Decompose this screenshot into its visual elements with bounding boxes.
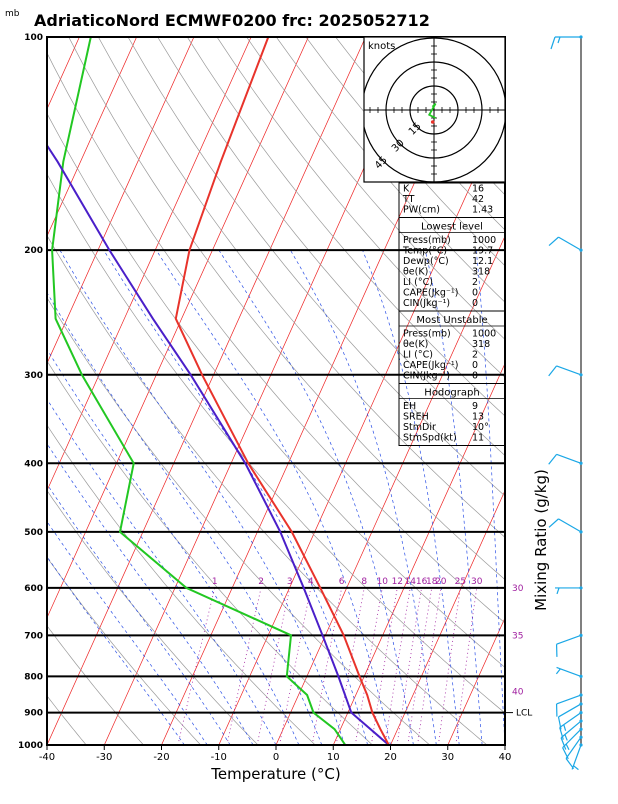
x-tick-label: -10 bbox=[211, 752, 227, 763]
pressure-tick-label: 300 bbox=[24, 371, 43, 381]
lowest-level-label: CAPE(Jkg⁻¹) bbox=[403, 288, 458, 299]
hodograph-stats-value: 9 bbox=[472, 401, 478, 412]
most-unstable-label: CIN(Jkg⁻¹) bbox=[403, 371, 450, 382]
mixing-ratio-label: 10 bbox=[377, 577, 389, 587]
hodograph-stats-value: 13 bbox=[472, 412, 484, 423]
index-top-label: PW(cm) bbox=[403, 205, 440, 216]
lowest-level-label: θe(K) bbox=[403, 267, 428, 278]
most-unstable-header: Most Unstable bbox=[416, 315, 487, 326]
lowest-level-label: Temp(°C) bbox=[402, 246, 447, 257]
x-tick-label: 30 bbox=[441, 752, 454, 763]
lowest-level-value: 19.7 bbox=[472, 246, 493, 257]
mixing-ratio-label: 14 bbox=[404, 577, 416, 587]
pressure-tick-label: 200 bbox=[24, 246, 43, 256]
most-unstable-value: 0 bbox=[472, 371, 478, 382]
mixing-ratio-label: 12 bbox=[392, 577, 403, 587]
x-tick-label: 20 bbox=[384, 752, 397, 763]
most-unstable-label: LI (°C) bbox=[403, 350, 433, 361]
hodograph-stats-label: StmSpd(kt) bbox=[403, 433, 457, 444]
pressure-tick-label: 900 bbox=[24, 709, 43, 719]
x-tick-label: -40 bbox=[39, 752, 55, 763]
hodograph-stats-header: Hodograph bbox=[424, 388, 479, 399]
lowest-level-label: LI (°C) bbox=[403, 277, 433, 288]
hodograph-stats-label: SREH bbox=[403, 412, 429, 423]
pressure-tick-label: 700 bbox=[24, 631, 43, 641]
pressure-tick-label: 400 bbox=[24, 459, 43, 469]
lowest-level-header: Lowest level bbox=[421, 222, 483, 233]
mixing-ratio-label: 30 bbox=[471, 577, 483, 587]
index-top-value: 16 bbox=[472, 184, 484, 195]
x-tick-label: -20 bbox=[153, 752, 169, 763]
lowest-level-value: 0 bbox=[472, 288, 478, 299]
mixing-ratio-edge-label: 35 bbox=[512, 631, 523, 641]
x-tick-label: 0 bbox=[273, 752, 279, 763]
mixing-ratio-axis-label: Mixing Ratio (g/kg) bbox=[532, 469, 550, 611]
pressure-tick-label: 1000 bbox=[18, 741, 43, 751]
most-unstable-value: 0 bbox=[472, 360, 478, 371]
hodograph-stats-value: 11 bbox=[472, 433, 484, 444]
hodograph-stats-label: EH bbox=[403, 401, 416, 412]
most-unstable-label: Press(mb) bbox=[403, 329, 451, 340]
chart-title: AdriaticoNord ECMWF0200 frc: 2025052712 bbox=[34, 11, 430, 30]
lowest-level-value: 318 bbox=[472, 267, 490, 278]
x-tick-label: -30 bbox=[96, 752, 112, 763]
pressure-tick-label: 100 bbox=[24, 33, 43, 43]
mixing-ratio-label: 25 bbox=[455, 577, 466, 587]
x-tick-label: 40 bbox=[499, 752, 512, 763]
most-unstable-value: 2 bbox=[472, 350, 478, 361]
lowest-level-label: Press(mb) bbox=[403, 235, 451, 246]
x-axis-label: Temperature (°C) bbox=[210, 765, 340, 783]
lowest-level-label: CIN(Jkg⁻¹) bbox=[403, 298, 450, 309]
hodograph-units-label: knots bbox=[368, 41, 395, 52]
index-top-value: 42 bbox=[472, 194, 484, 205]
lowest-level-value: 12.1 bbox=[472, 256, 493, 267]
pressure-tick-label: 500 bbox=[24, 528, 43, 538]
index-top-label: TT bbox=[402, 194, 415, 205]
most-unstable-value: 1000 bbox=[472, 329, 496, 340]
storm-motion-marker bbox=[431, 120, 435, 124]
hodograph-stats-label: StmDir bbox=[403, 422, 436, 433]
mixing-ratio-label: 6 bbox=[339, 577, 345, 587]
mixing-ratio-label: 3 bbox=[287, 577, 293, 587]
mixing-ratio-label: 4 bbox=[308, 577, 314, 587]
lowest-level-value: 1000 bbox=[472, 235, 496, 246]
lowest-level-value: 0 bbox=[472, 298, 478, 309]
lcl-label: LCL bbox=[516, 709, 532, 719]
mixing-ratio-edge-label: 30 bbox=[512, 584, 524, 594]
mixing-ratio-label: 2 bbox=[258, 577, 264, 587]
x-tick-label: 10 bbox=[327, 752, 340, 763]
pressure-tick-label: 800 bbox=[24, 672, 43, 682]
lowest-level-value: 2 bbox=[472, 277, 478, 288]
index-top-value: 1.43 bbox=[472, 205, 493, 216]
most-unstable-label: CAPE(Jkg⁻¹) bbox=[403, 360, 458, 371]
most-unstable-value: 318 bbox=[472, 339, 490, 350]
most-unstable-label: θe(K) bbox=[403, 339, 428, 350]
units-top-label: mb bbox=[5, 9, 20, 19]
mixing-ratio-label: 1 bbox=[212, 577, 218, 587]
mixing-ratio-label: 20 bbox=[435, 577, 447, 587]
mixing-ratio-label: 8 bbox=[361, 577, 367, 587]
mixing-ratio-edge-label: 40 bbox=[512, 687, 524, 697]
hodograph-stats-value: 10° bbox=[472, 422, 489, 433]
pressure-tick-label: 600 bbox=[24, 584, 43, 594]
index-top-label: K bbox=[403, 184, 410, 195]
lowest-level-label: Dewp(°C) bbox=[403, 256, 449, 267]
